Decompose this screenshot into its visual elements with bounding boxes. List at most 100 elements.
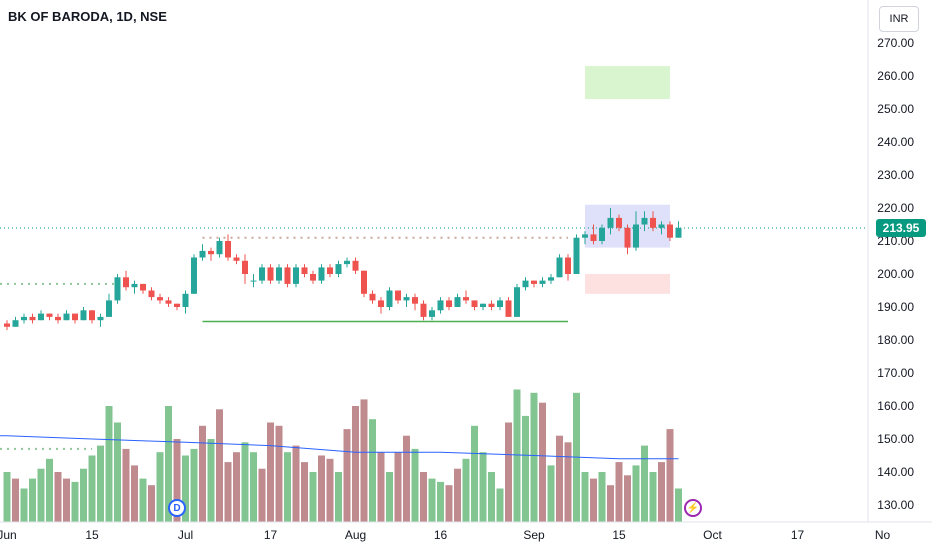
volume-bar: [173, 439, 181, 522]
candle-body: [599, 227, 605, 241]
target-zone: [585, 66, 670, 100]
volume-bar: [275, 425, 283, 522]
candle-body: [276, 267, 282, 281]
volume-bar: [369, 419, 376, 522]
candle-body: [284, 267, 291, 284]
volume-bar: [666, 429, 674, 522]
volume-bar: [241, 442, 249, 522]
y-tick-label: 210.00: [877, 234, 914, 248]
volume-bar: [386, 472, 393, 522]
x-tick-label: 17: [791, 528, 805, 542]
dividend-icon[interactable]: D: [168, 499, 186, 517]
volume-bar: [462, 458, 470, 522]
y-tick-label: 200.00: [877, 267, 914, 281]
volume-bar: [632, 465, 640, 522]
candle-body: [667, 224, 673, 238]
candle-body: [616, 217, 622, 228]
candle-body: [361, 270, 367, 294]
volume-bar: [649, 472, 657, 522]
volume-bar: [607, 485, 614, 522]
volume-bar: [641, 445, 648, 522]
candle-body: [148, 290, 155, 298]
y-tick-label: 180.00: [877, 333, 914, 347]
candle-body: [216, 241, 223, 255]
candle-body: [250, 280, 257, 282]
candle-body: [369, 293, 376, 301]
candle-body: [624, 227, 631, 248]
candle-body: [471, 300, 478, 307]
candle-body: [165, 300, 172, 304]
candle-body: [335, 264, 342, 274]
volume-bar: [343, 429, 351, 522]
candle-body: [463, 297, 469, 301]
volume-bar: [233, 452, 240, 522]
volume-bar: [326, 458, 334, 522]
candle-body: [437, 300, 444, 311]
candle-body: [548, 277, 554, 281]
volume-bar: [513, 389, 521, 522]
volume-bar: [420, 472, 427, 522]
candle-body: [12, 320, 19, 327]
candle-body: [114, 277, 121, 301]
volume-bar: [309, 472, 317, 522]
candle-body: [633, 224, 639, 248]
x-tick-label: 17: [264, 528, 278, 542]
candle-body: [182, 293, 189, 307]
volume-bar: [80, 468, 87, 522]
candle-body: [395, 290, 401, 301]
volume-bar: [488, 472, 495, 522]
candle-body: [488, 303, 495, 307]
volume-bar: [46, 458, 53, 522]
candle-body: [140, 283, 146, 291]
volume-bar: [258, 468, 266, 522]
candle-body: [658, 224, 665, 228]
volume-bar: [190, 448, 198, 522]
volume-bar: [148, 485, 155, 522]
candle-body: [301, 267, 308, 274]
symbol-title: BK OF BARODA, 1D, NSE: [8, 9, 167, 24]
candle-body: [412, 297, 418, 304]
candle-body: [72, 313, 78, 321]
volume-bar: [556, 435, 563, 522]
y-tick-label: 170.00: [877, 366, 914, 380]
volume-bar: [454, 468, 461, 522]
candle-body: [531, 280, 537, 284]
y-tick-label: 160.00: [877, 399, 914, 413]
volume-bar: [658, 462, 665, 522]
volume-bar: [590, 478, 597, 522]
candle-body: [454, 297, 461, 307]
candle-body: [157, 297, 163, 301]
volume-bar: [284, 452, 291, 522]
volume-bar: [105, 406, 113, 522]
volume-bar: [292, 445, 300, 522]
candle-body: [97, 316, 104, 321]
candle-body: [590, 234, 597, 241]
volume-bar: [403, 435, 410, 522]
candle-body: [641, 217, 648, 225]
lightning-icon[interactable]: ⚡: [684, 499, 702, 517]
volume-bar: [335, 472, 342, 522]
volume-bar: [199, 425, 206, 522]
volume-bar: [216, 409, 223, 522]
candle-body: [208, 250, 214, 255]
volume-bar: [615, 462, 623, 522]
candle-body: [310, 274, 316, 281]
candle-body: [607, 217, 614, 228]
x-tick-label: 16: [434, 528, 448, 542]
volume-bar: [675, 488, 682, 522]
volume-bar: [29, 478, 36, 522]
candle-body: [378, 300, 384, 307]
candle-body: [539, 280, 546, 284]
candle-body: [46, 313, 53, 317]
volume-bar: [165, 406, 172, 522]
currency-selector[interactable]: INR: [879, 6, 919, 32]
candle-body: [318, 267, 325, 281]
candle-body: [131, 283, 138, 288]
candle-body: [199, 250, 206, 258]
candle-body: [446, 300, 452, 307]
candle-body: [522, 280, 529, 288]
candle-body: [327, 267, 333, 274]
candle-body: [429, 310, 435, 317]
candle-body: [123, 277, 129, 288]
